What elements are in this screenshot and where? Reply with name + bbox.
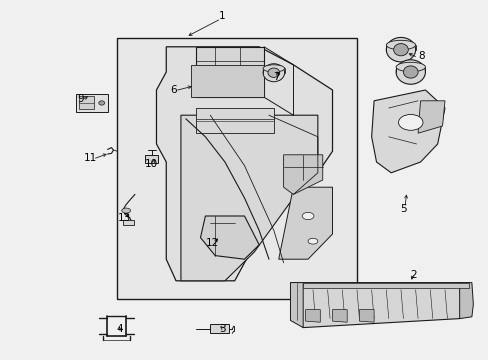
Polygon shape [290, 283, 303, 328]
Ellipse shape [122, 208, 130, 213]
Bar [144, 155, 158, 163]
Text: 11: 11 [83, 153, 97, 163]
Polygon shape [332, 310, 346, 322]
Polygon shape [195, 47, 264, 97]
Text: 7: 7 [272, 72, 279, 82]
Polygon shape [371, 90, 444, 173]
Polygon shape [190, 65, 264, 97]
Ellipse shape [386, 40, 415, 50]
Ellipse shape [393, 44, 407, 56]
Polygon shape [303, 283, 468, 288]
Bar [210, 324, 228, 333]
Text: 12: 12 [205, 238, 219, 248]
Ellipse shape [302, 212, 313, 220]
Ellipse shape [403, 66, 417, 78]
Polygon shape [459, 283, 472, 319]
Polygon shape [181, 115, 317, 281]
Text: 1: 1 [219, 11, 225, 21]
Ellipse shape [386, 37, 415, 62]
Polygon shape [359, 310, 373, 322]
Polygon shape [200, 216, 259, 259]
Ellipse shape [307, 238, 317, 244]
Ellipse shape [263, 65, 284, 72]
Ellipse shape [263, 64, 284, 82]
Text: 3: 3 [219, 324, 225, 334]
Text: 4: 4 [116, 324, 123, 334]
Ellipse shape [267, 68, 279, 77]
Bar [123, 220, 134, 225]
Text: 10: 10 [145, 159, 158, 169]
Text: 13: 13 [118, 213, 131, 223]
Polygon shape [117, 38, 356, 299]
Polygon shape [156, 47, 332, 281]
Ellipse shape [398, 114, 422, 130]
Text: 6: 6 [170, 85, 177, 95]
Text: 8: 8 [417, 51, 424, 61]
Polygon shape [290, 283, 471, 328]
Text: 5: 5 [399, 204, 406, 214]
Ellipse shape [395, 60, 425, 84]
Polygon shape [283, 155, 322, 194]
Text: 2: 2 [409, 270, 416, 280]
Ellipse shape [99, 101, 104, 105]
Polygon shape [278, 187, 332, 259]
Polygon shape [305, 310, 320, 322]
Text: 9: 9 [77, 94, 84, 104]
Bar [79, 96, 94, 109]
Bar [76, 94, 107, 112]
Ellipse shape [395, 62, 425, 72]
Polygon shape [417, 101, 444, 133]
Polygon shape [195, 108, 273, 133]
